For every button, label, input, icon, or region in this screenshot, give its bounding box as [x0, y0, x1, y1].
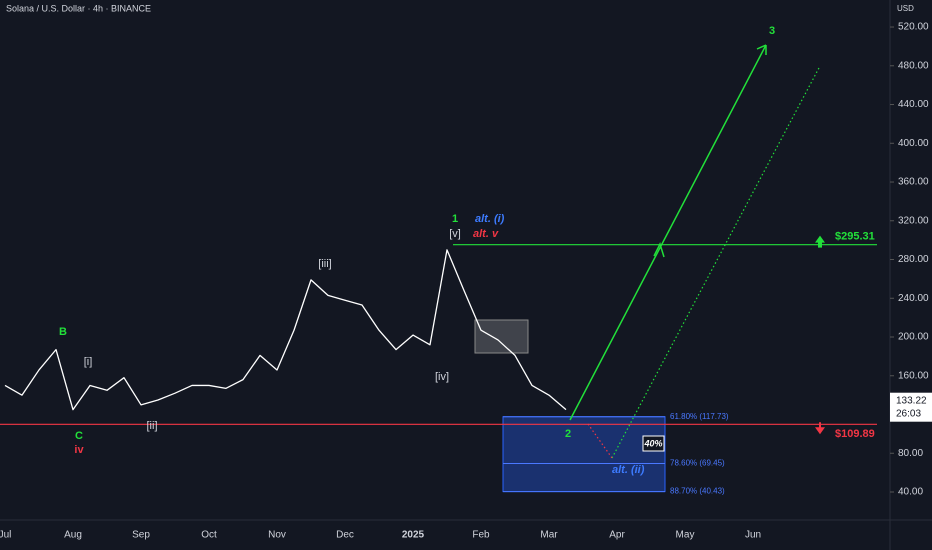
consolidation-box: [474, 319, 529, 354]
wave-label: B: [59, 326, 67, 338]
wave-label: 3: [769, 25, 775, 37]
fib-label: 61.80% (117.73): [670, 412, 729, 421]
arrow-head: [756, 44, 767, 55]
wave-label: [iv]: [435, 371, 449, 383]
x-tick-label: Jul: [0, 530, 11, 541]
price-line: [4, 249, 567, 411]
chart-title: Solana / U.S. Dollar · 4h · BINANCE: [6, 3, 151, 13]
fib-label: 78.60% (69.45): [670, 459, 725, 468]
level-label: $295.31: [835, 231, 875, 243]
y-tick-label: 400.00: [898, 138, 929, 149]
y-tick-label: 480.00: [898, 60, 929, 71]
wave-label: alt. (ii): [612, 464, 645, 476]
fib-zone: 61.80% (117.73) 78.60% (69.45) 88.70% (40.…: [502, 412, 729, 496]
y-tick-label: 320.00: [898, 215, 929, 226]
alt-projection-line: [587, 423, 613, 459]
wave-label: alt. v: [473, 228, 499, 240]
y-tick-label: 160.00: [898, 370, 929, 381]
x-tick-label: Jun: [745, 530, 761, 541]
x-tick-label: Dec: [336, 530, 354, 541]
last-price: 133.22: [896, 395, 927, 406]
y-tick-label: 280.00: [898, 254, 929, 265]
y-tick-label: 520.00: [898, 22, 929, 33]
wave-label: C: [75, 430, 83, 442]
x-tick-label: Aug: [64, 530, 82, 541]
x-tick-label: Mar: [540, 530, 558, 541]
x-tick-label: Feb: [472, 530, 490, 541]
x-tick-label: May: [676, 530, 695, 541]
y-tick-label: 360.00: [898, 177, 929, 188]
level-arrow: [815, 235, 825, 248]
y-tick-label: 40.00: [898, 487, 923, 498]
wave-label: [v]: [449, 228, 461, 240]
fib-label: 88.70% (40.43): [670, 487, 725, 496]
arrow-head: [653, 241, 665, 258]
wave-label: [i]: [84, 356, 93, 368]
axis-unit: USD: [897, 4, 914, 13]
wave-label: 1: [452, 213, 458, 225]
level-label: $109.89: [835, 428, 875, 440]
y-tick-label: 80.00: [898, 448, 923, 459]
x-tick-label: Oct: [201, 530, 217, 541]
y-tick-label: 240.00: [898, 293, 929, 304]
fib-box: [502, 416, 666, 493]
wave-label: alt. (i): [475, 213, 505, 225]
wave-label: 2: [565, 428, 571, 440]
x-tick-label: 2025: [402, 530, 425, 541]
y-tick-label: 440.00: [898, 99, 929, 110]
level-arrow: [815, 422, 825, 435]
probability-box: [642, 435, 665, 452]
last-price-box: [890, 392, 932, 422]
projection-line: [569, 44, 767, 421]
x-tick-label: Nov: [268, 530, 286, 541]
probability: 40%: [643, 438, 662, 448]
projections: [474, 44, 821, 459]
countdown: 26:03: [896, 408, 921, 419]
wave-label: iv: [74, 444, 84, 456]
wave-label: [iii]: [318, 258, 331, 270]
wave-label: [ii]: [147, 420, 158, 432]
x-tick-label: Sep: [132, 530, 150, 541]
levels: $295.31 $109.89: [0, 231, 877, 440]
x-tick-label: Apr: [609, 530, 625, 541]
y-tick-label: 200.00: [898, 332, 929, 343]
